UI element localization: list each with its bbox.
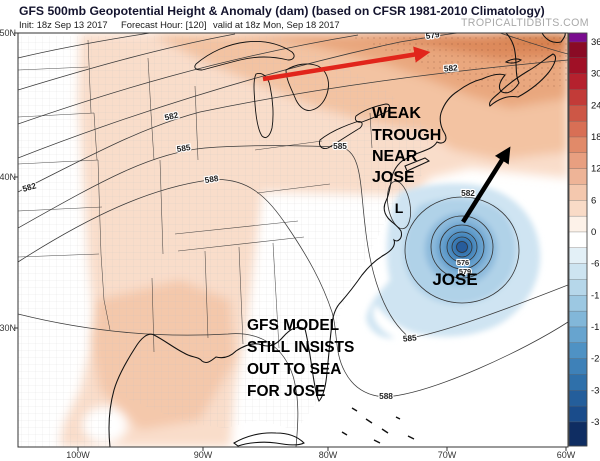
longitude-axis: 100W 90W 80W 70W 60W <box>66 447 576 460</box>
lon-label-60w: 60W <box>557 450 576 460</box>
colorbar-segment <box>568 152 588 170</box>
contour-label-585-east: 585 <box>333 141 347 151</box>
colorbar-segment <box>568 326 588 344</box>
lon-label-80w: 80W <box>319 450 338 460</box>
map-canvas[interactable]: 579 582 582 582 585 585 588 582 576 579 … <box>7 29 568 460</box>
jose-low-contours <box>404 196 520 304</box>
lat-label-30n: 30N <box>0 323 16 333</box>
init-label: Init: 18z Sep 13 2017 <box>19 19 108 30</box>
colorbar-segment <box>568 279 588 296</box>
red-arrow <box>262 46 431 82</box>
trough-note-line2: TROUGH <box>372 127 441 144</box>
colorbar-segment <box>568 168 588 186</box>
colorbar-tick-30: 30 <box>591 69 600 80</box>
colorbar-segment <box>568 342 588 360</box>
stipple-texture <box>340 33 568 95</box>
annotations: WEAK TROUGH NEAR JOSE L JOSE GFS MODEL S… <box>247 105 478 400</box>
colorbar-frame <box>568 32 588 447</box>
colorbar-tick-36: 36 <box>591 37 600 48</box>
lat-label-40n: 40N <box>0 172 16 182</box>
contour-label-576-jose: 576 <box>457 258 469 267</box>
coastline <box>108 33 566 447</box>
contour-label-582-ne: 582 <box>443 62 458 73</box>
colorbar-tick-n6: -6 <box>591 259 599 270</box>
model-note-line2: STILL INSISTS <box>247 339 354 356</box>
trough-note-line1: WEAK <box>372 105 421 122</box>
colorbar-tick-n36: -36 <box>591 417 600 428</box>
trough-note-line4: JOSE <box>372 169 415 186</box>
low-marker-L: L <box>395 200 404 216</box>
contour-label-582-left: 582 <box>21 180 37 194</box>
watermark: TROPICALTIDBITS.COM <box>461 17 589 29</box>
map-frame <box>17 32 569 448</box>
trough-note-line3: NEAR <box>372 148 418 165</box>
colorbar-segment <box>568 358 588 376</box>
colorbar-segment <box>568 263 588 281</box>
colorbar-segment <box>568 231 588 249</box>
colorbar-segment <box>568 73 588 91</box>
contour-label-585-south: 585 <box>402 332 417 343</box>
colorbar-tick-n30: -30 <box>591 385 600 396</box>
colorbar-tick-n24: -24 <box>591 354 600 365</box>
colorbar-segment <box>568 57 588 75</box>
colorbar-tick-12: 12 <box>591 164 600 175</box>
storm-name-label: JOSE <box>432 270 477 289</box>
colorbar-tick-n18: -18 <box>591 322 600 333</box>
colorbar-segment <box>568 374 588 391</box>
page-title: GFS 500mb Geopotential Height & Anomaly … <box>19 4 545 18</box>
colorbar-segment <box>568 41 588 59</box>
latitude-axis: 50N 40N 30N <box>0 28 18 333</box>
model-note-line3: OUT TO SEA <box>247 361 341 378</box>
colorbar-segment <box>568 215 588 233</box>
colorbar-tick-6: 6 <box>591 195 596 206</box>
contour-label-585-mid: 585 <box>176 142 191 154</box>
colorbar-segment <box>568 247 588 265</box>
lon-label-100w: 100W <box>66 450 90 460</box>
model-note-line4: FOR JOSE <box>247 383 325 400</box>
colorbar-tick-n12: -12 <box>591 290 600 301</box>
colorbar-segment <box>568 310 588 328</box>
colorbar <box>568 32 588 447</box>
lon-label-70w: 70W <box>438 450 457 460</box>
colorbar-tick-24: 24 <box>591 100 600 111</box>
lat-label-50n: 50N <box>0 28 16 38</box>
contour-label-579-top: 579 <box>425 29 440 41</box>
colorbar-tick-0: 0 <box>591 227 596 238</box>
colorbar-segment <box>568 405 588 423</box>
contour-labels: 579 582 582 582 585 585 588 582 576 579 … <box>20 29 476 402</box>
great-lakes <box>194 41 391 149</box>
colorbar-segment <box>568 136 588 154</box>
colorbar-segment <box>568 200 588 217</box>
valid-time-label: valid at 18z Mon, Sep 18 2017 <box>213 19 340 30</box>
colorbar-segment <box>568 32 588 43</box>
colorbar-segment <box>568 89 588 106</box>
height-contours <box>18 33 568 447</box>
colorbar-segment <box>568 184 588 201</box>
colorbar-segment <box>568 105 588 122</box>
black-arrow <box>461 146 511 224</box>
negative-anomaly-shading <box>366 183 541 339</box>
contour-label-588-south: 588 <box>379 391 393 401</box>
county-lines-texture <box>18 36 430 447</box>
contour-label-582-jose: 582 <box>461 188 475 198</box>
colorbar-segment <box>568 120 588 138</box>
contour-label-588-mid: 588 <box>204 173 220 185</box>
colorbar-segment <box>568 421 588 447</box>
model-note-line1: GFS MODEL <box>247 317 339 334</box>
colorbar-tick-18: 18 <box>591 132 600 143</box>
state-borders <box>18 39 373 353</box>
colorbar-segment <box>568 390 588 407</box>
lon-label-90w: 90W <box>194 450 213 460</box>
contour-label-579-jose: 579 <box>459 267 471 276</box>
contour-label-582-mid: 582 <box>163 110 179 123</box>
forecast-hour-label: Forecast Hour: [120] <box>121 19 206 30</box>
colorbar-ticks: 36 30 24 18 12 6 0 -6 -12 -18 -24 -30 -3… <box>591 37 600 428</box>
colorbar-segment <box>568 295 588 312</box>
trough-oval <box>386 180 412 230</box>
